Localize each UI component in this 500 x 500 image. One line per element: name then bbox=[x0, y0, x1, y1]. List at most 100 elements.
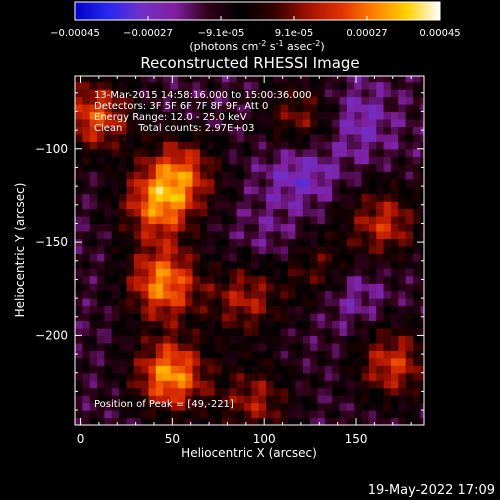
heatmap-cell bbox=[383, 208, 392, 217]
heatmap-cell bbox=[368, 402, 377, 411]
heatmap-cell bbox=[383, 215, 392, 225]
heatmap-cell bbox=[104, 171, 113, 180]
heatmap-cell bbox=[104, 380, 113, 389]
heatmap-cell bbox=[390, 327, 399, 337]
heatmap-cell bbox=[398, 163, 407, 172]
colorbar-units: (photons cm-2 s-1 asec-2) bbox=[189, 39, 324, 53]
heatmap-cell bbox=[214, 133, 223, 142]
x-axis: 0 50 100 150 bbox=[77, 76, 412, 446]
heatmap-cell bbox=[119, 275, 128, 284]
heatmap-cell bbox=[302, 81, 311, 90]
heatmap-cell bbox=[390, 260, 399, 269]
heatmap-cell bbox=[266, 283, 274, 292]
heatmap-cell bbox=[383, 201, 392, 210]
heatmap-cell bbox=[324, 305, 333, 314]
heatmap-cell bbox=[89, 141, 98, 150]
heatmap-cell bbox=[368, 245, 377, 254]
heatmap-cell bbox=[185, 111, 194, 120]
heatmap-cell bbox=[398, 372, 407, 381]
heatmap-cell bbox=[133, 81, 142, 90]
heatmap-cell bbox=[243, 111, 252, 120]
heatmap-cell bbox=[346, 402, 355, 411]
heatmap-cell bbox=[221, 133, 230, 142]
heatmap-cell bbox=[376, 163, 385, 172]
heatmap-cell bbox=[310, 201, 319, 210]
heatmap-cell bbox=[405, 253, 414, 262]
heatmap-cell bbox=[126, 133, 135, 142]
heatmap-cell bbox=[141, 380, 150, 389]
heatmap-cell bbox=[221, 283, 230, 292]
heatmap-cell bbox=[420, 81, 424, 90]
heatmap-cell bbox=[170, 410, 179, 419]
heatmap-cell bbox=[97, 89, 105, 98]
heatmap-cell bbox=[177, 76, 186, 83]
heatmap-cell bbox=[339, 111, 348, 120]
heatmap-cell bbox=[346, 410, 355, 419]
heatmap-cell bbox=[266, 141, 274, 150]
heatmap-cell bbox=[405, 357, 414, 366]
heatmap-cell bbox=[214, 163, 223, 172]
heatmap-cell bbox=[236, 178, 245, 187]
heatmap-cell bbox=[185, 178, 194, 187]
heatmap-cell bbox=[97, 245, 105, 254]
heatmap-cell bbox=[324, 387, 333, 396]
heatmap-cell bbox=[361, 208, 370, 217]
heatmap-cell bbox=[368, 410, 377, 419]
heatmap-cell bbox=[148, 126, 157, 135]
heatmap-cell bbox=[398, 76, 407, 83]
heatmap-cell bbox=[258, 298, 267, 307]
heatmap-cell bbox=[199, 230, 208, 239]
heatmap-cell bbox=[302, 342, 311, 351]
heatmap-cell bbox=[133, 417, 142, 425]
heatmap-cell bbox=[75, 313, 83, 322]
heatmap-cell bbox=[251, 298, 260, 307]
peak-position: Position of Peak = [49,-221] bbox=[94, 399, 234, 410]
heatmap-cell bbox=[229, 357, 238, 366]
heatmap-cell bbox=[383, 141, 392, 150]
heatmap-cell bbox=[163, 215, 172, 225]
heatmap-cell bbox=[229, 76, 238, 83]
heatmap-cell bbox=[221, 395, 230, 404]
heatmap-cell bbox=[170, 313, 179, 322]
heatmap-cell bbox=[251, 350, 260, 359]
heatmap-cell bbox=[376, 215, 385, 225]
heatmap-cell bbox=[288, 260, 297, 269]
heatmap-cell bbox=[390, 380, 399, 389]
heatmap-cell bbox=[89, 208, 98, 217]
heatmap-cell bbox=[104, 126, 113, 135]
heatmap-cell bbox=[412, 395, 421, 404]
heatmap-cell bbox=[405, 163, 414, 172]
heatmap-cell bbox=[243, 357, 252, 366]
heatmap-cell bbox=[302, 313, 311, 322]
heatmap-cell bbox=[214, 96, 223, 105]
heatmap-cell bbox=[346, 253, 355, 262]
heatmap-cell bbox=[82, 238, 91, 247]
footer-date: 19-May-2022 17:09 bbox=[368, 483, 495, 498]
heatmap-cell bbox=[111, 96, 120, 105]
heatmap-cell bbox=[383, 171, 392, 180]
heatmap-cell bbox=[398, 118, 407, 127]
heatmap-cell bbox=[302, 350, 311, 359]
heatmap-cell bbox=[412, 283, 421, 292]
heatmap-cell bbox=[119, 417, 128, 425]
heatmap-cell bbox=[126, 268, 135, 277]
heatmap-cell bbox=[243, 268, 252, 277]
heatmap-cell bbox=[104, 81, 113, 90]
heatmap-cell bbox=[420, 76, 424, 83]
heatmap-cell bbox=[111, 230, 120, 239]
heatmap-cell bbox=[104, 298, 113, 307]
heatmap-cell bbox=[251, 201, 260, 210]
heatmap-cell bbox=[324, 290, 333, 299]
heatmap-cell bbox=[111, 193, 120, 202]
heatmap-cell bbox=[376, 313, 385, 322]
colorbar-gradient bbox=[74, 1, 441, 21]
heatmap-cell bbox=[258, 89, 267, 98]
heatmap-cell bbox=[324, 245, 333, 254]
heatmap-cell bbox=[229, 342, 238, 351]
heatmap-cell bbox=[302, 372, 311, 381]
heatmap-cell bbox=[75, 357, 83, 366]
heatmap-cell bbox=[302, 215, 311, 225]
heatmap-cell bbox=[324, 156, 333, 165]
heatmap-cell bbox=[243, 260, 252, 269]
heatmap-cell bbox=[288, 141, 297, 150]
